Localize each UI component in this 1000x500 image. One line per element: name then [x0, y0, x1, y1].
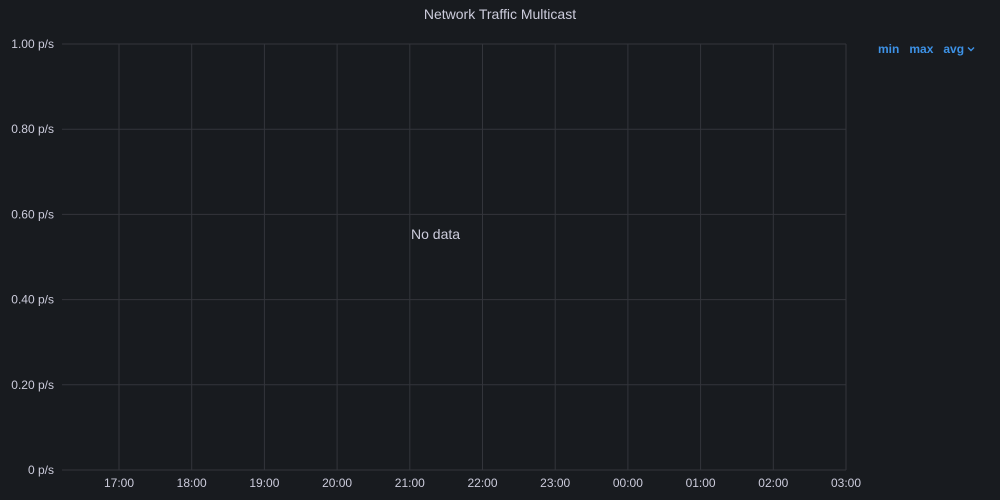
no-data-message: No data [411, 226, 461, 242]
y-tick-label: 0 p/s [28, 463, 54, 477]
legend-avg-label: avg [943, 42, 965, 56]
x-tick-label: 01:00 [686, 476, 716, 490]
x-tick-label: 03:00 [831, 476, 861, 490]
x-tick-label: 19:00 [249, 476, 279, 490]
legend-min-label: min [878, 42, 900, 56]
x-tick-label: 18:00 [177, 476, 207, 490]
x-tick-label: 17:00 [104, 476, 134, 490]
legend-sort-max[interactable]: max [909, 42, 933, 56]
x-tick-label: 00:00 [613, 476, 643, 490]
grid [62, 43, 847, 471]
y-tick-label: 0.80 p/s [11, 122, 54, 136]
x-tick-label: 22:00 [467, 476, 497, 490]
x-axis: 17:00 18:00 19:00 20:00 21:00 22:00 23:00 00:00… [104, 476, 861, 490]
y-tick-label: 0.60 p/s [11, 207, 54, 221]
y-axis: 0 p/s 0.20 p/s 0.40 p/s 0.60 p/s 0.80 p/s 1.0… [11, 37, 54, 477]
x-tick-label: 20:00 [322, 476, 352, 490]
x-tick-label: 02:00 [758, 476, 788, 490]
x-tick-label: 23:00 [540, 476, 570, 490]
legend-max-label: max [909, 42, 934, 56]
legend-sort-avg[interactable]: avg [943, 42, 975, 56]
y-tick-label: 0.40 p/s [11, 293, 54, 307]
y-tick-label: 1.00 p/s [11, 37, 54, 51]
panel-title[interactable]: Network Traffic Multicast [423, 6, 577, 22]
legend-sort-min[interactable]: min [878, 42, 899, 56]
y-tick-label: 0.20 p/s [11, 378, 54, 392]
legend-header: min max avg [878, 42, 975, 56]
chevron-down-icon [967, 47, 975, 52]
x-tick-label: 21:00 [395, 476, 425, 490]
